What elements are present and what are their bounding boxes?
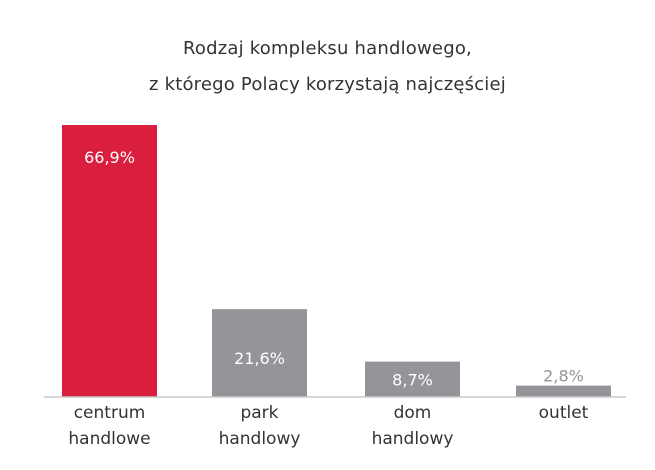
bar-2 xyxy=(212,309,307,397)
chart-title-line-2: z którego Polacy korzystają najczęściej xyxy=(149,74,506,95)
category-label-1-line-2: handlowe xyxy=(68,429,150,449)
category-label-1-line-1: centrum xyxy=(74,403,146,423)
value-label-1: 66,9% xyxy=(84,148,135,167)
value-label-2: 21,6% xyxy=(234,349,285,368)
bar-1 xyxy=(62,125,157,397)
value-label-4: 2,8% xyxy=(543,367,584,386)
category-label-2-line-1: park xyxy=(240,403,278,423)
value-label-3: 8,7% xyxy=(392,370,433,389)
category-label-3-line-1: dom xyxy=(394,403,432,423)
category-label-4-line-1: outlet xyxy=(539,403,589,423)
category-label-2-line-2: handlowy xyxy=(219,429,301,449)
bar-4 xyxy=(516,385,611,397)
chart-title-line-1: Rodzaj kompleksu handlowego, xyxy=(183,38,472,59)
bar-3 xyxy=(365,361,460,397)
category-label-3-line-2: handlowy xyxy=(372,429,454,449)
